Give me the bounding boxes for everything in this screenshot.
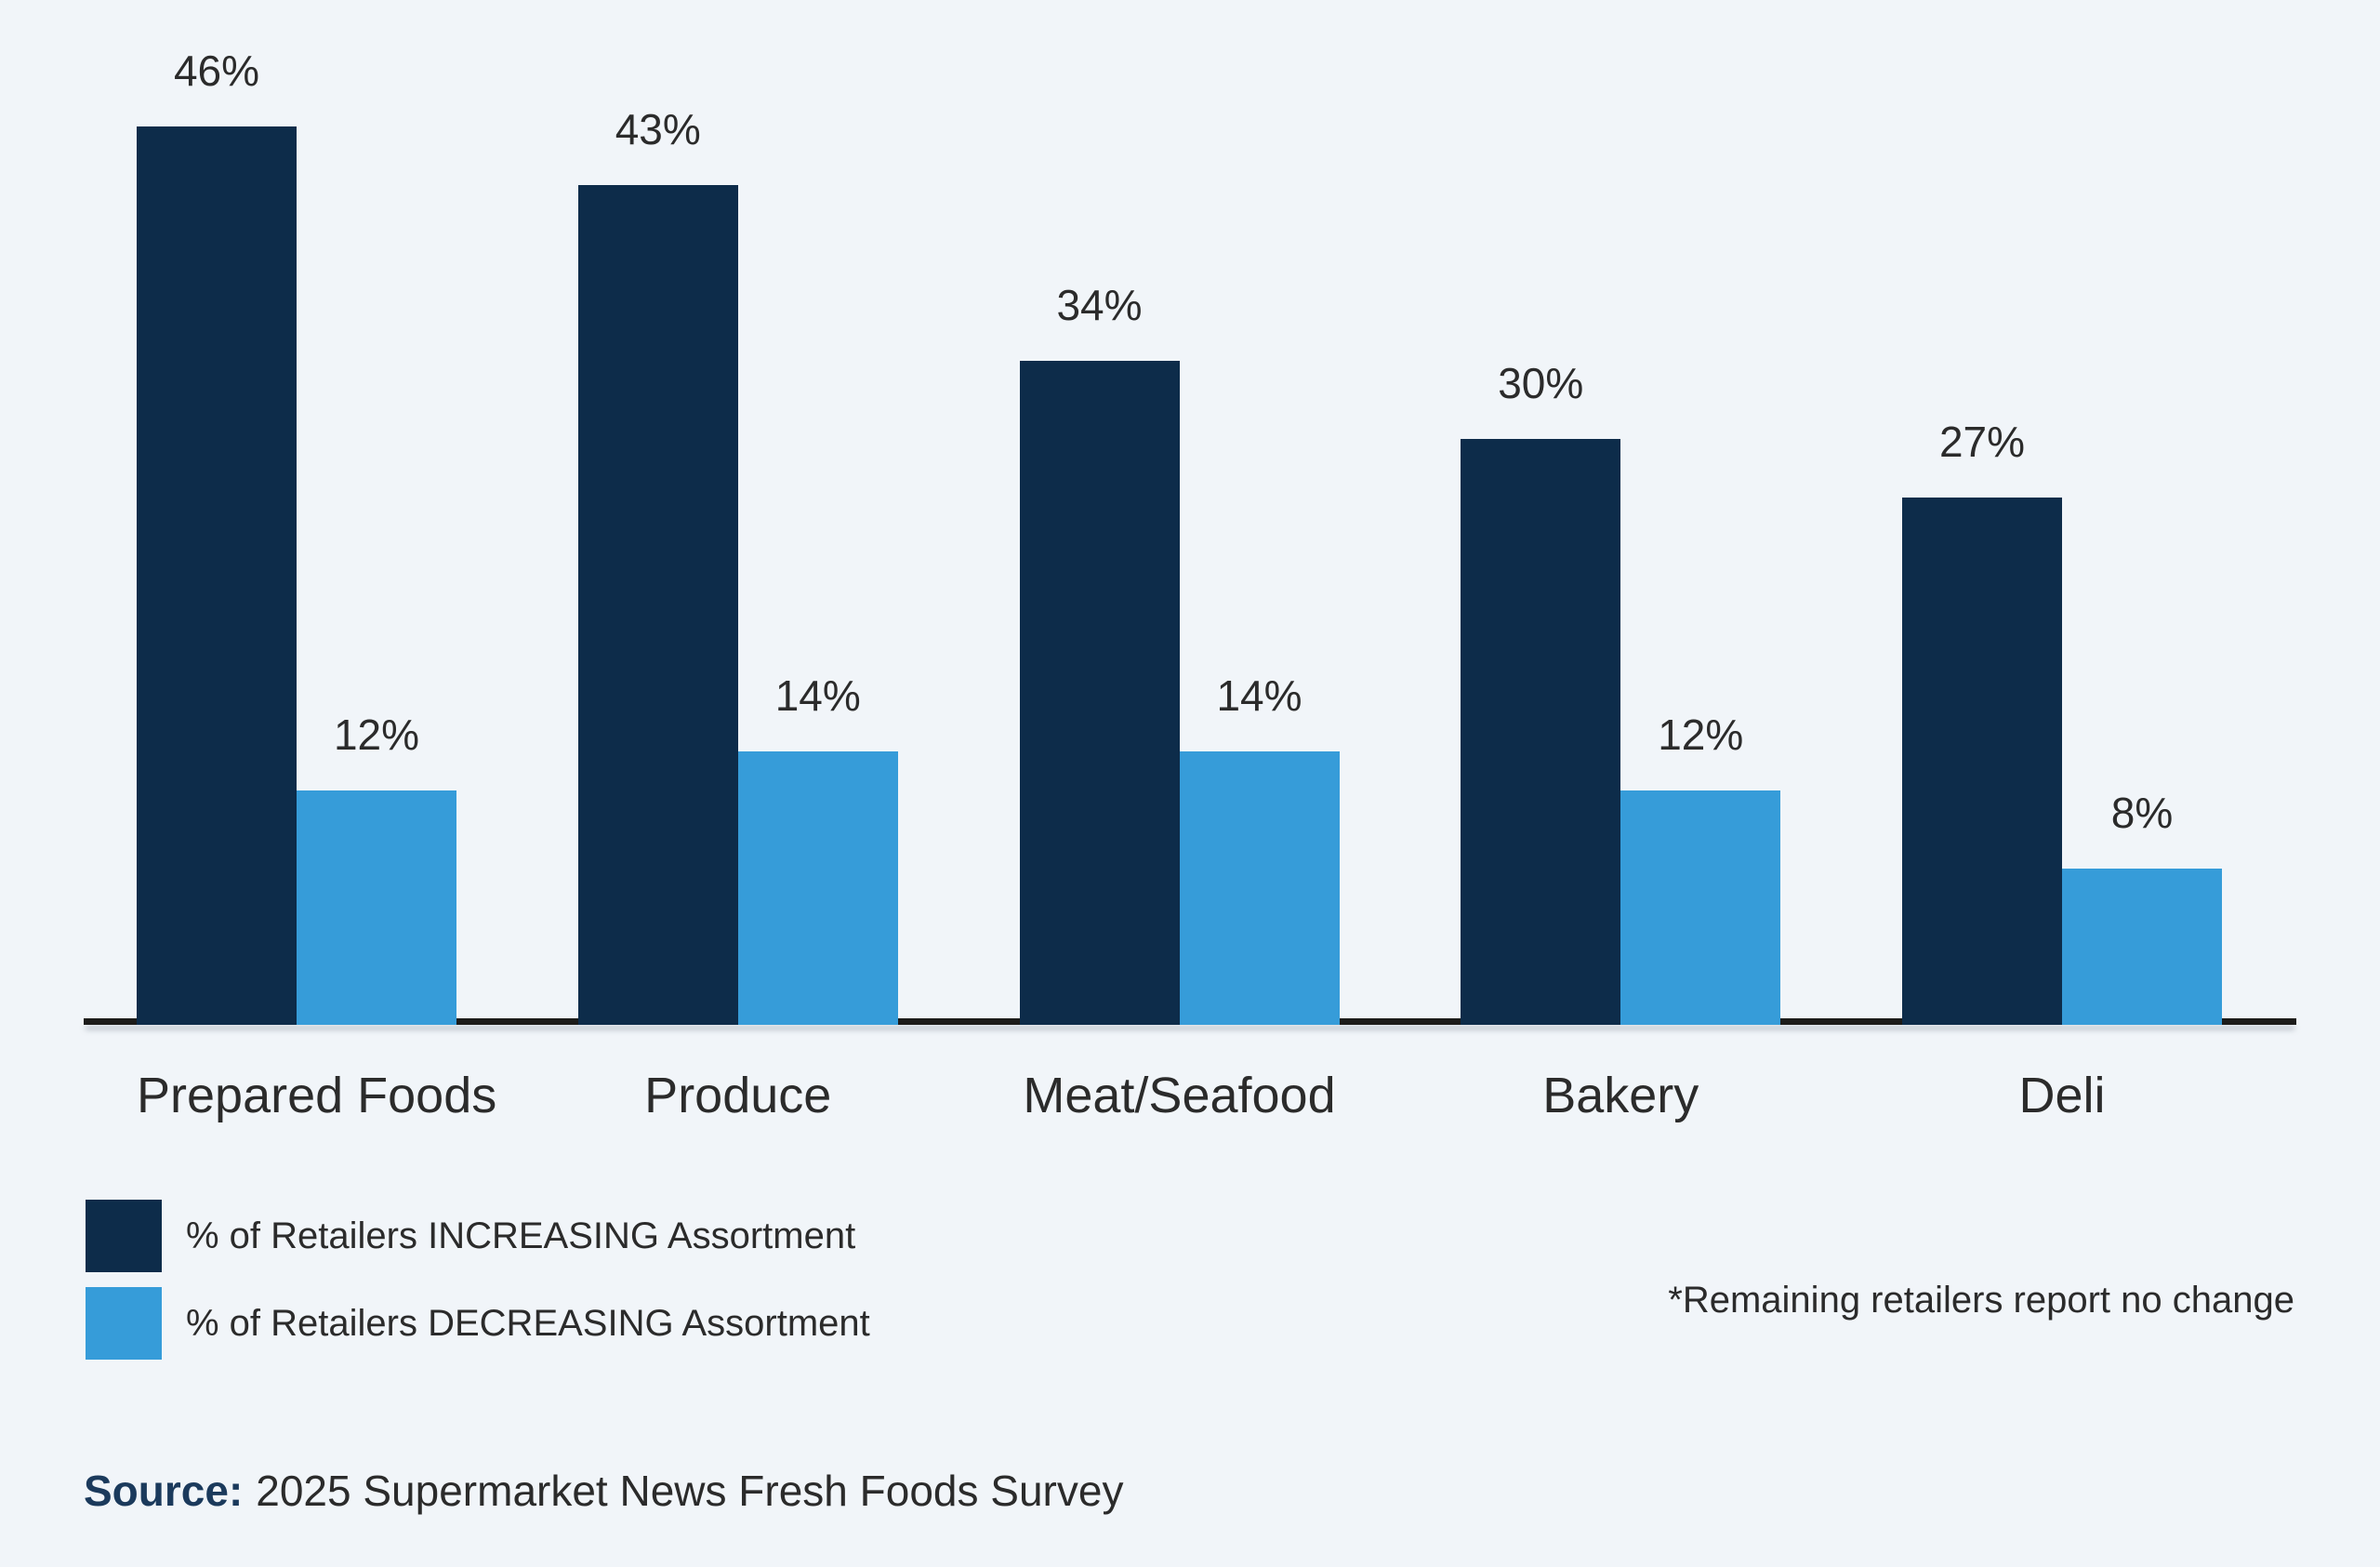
legend-row: % of Retailers INCREASING Assortment bbox=[86, 1200, 870, 1272]
legend-swatch-increasing bbox=[86, 1200, 162, 1272]
decreasing-bar bbox=[1179, 751, 1340, 1025]
bar-group: 34% 14% bbox=[1019, 281, 1340, 1025]
bar-value-label: 34% bbox=[1056, 281, 1143, 330]
legend-label: % of Retailers DECREASING Assortment bbox=[186, 1302, 870, 1344]
bar-value-label: 12% bbox=[1658, 710, 1744, 760]
legend-row: % of Retailers DECREASING Assortment bbox=[86, 1287, 870, 1360]
category-label: Produce bbox=[644, 1068, 832, 1123]
legend-label: % of Retailers INCREASING Assortment bbox=[186, 1215, 856, 1256]
decreasing-bar-column: 14% bbox=[737, 671, 898, 1025]
decreasing-bar bbox=[737, 751, 898, 1025]
increasing-bar bbox=[1902, 498, 2062, 1025]
decreasing-bar-column: 12% bbox=[1620, 710, 1781, 1025]
bar-group: 46% 12% bbox=[137, 47, 456, 1025]
bar-value-label: 14% bbox=[1216, 671, 1302, 721]
category-label: Deli bbox=[2018, 1068, 2106, 1123]
increasing-bar-column: 43% bbox=[577, 105, 738, 1025]
bar-value-label: 27% bbox=[1938, 418, 2026, 467]
decreasing-bar-column: 8% bbox=[2062, 790, 2222, 1025]
increasing-bar-column: 30% bbox=[1461, 359, 1621, 1025]
bar-value-label: 43% bbox=[615, 105, 701, 154]
decreasing-bar bbox=[1620, 790, 1781, 1025]
bar-groups: 46% 12% 43% 14% 34% 14% 30% 12% 27% 8% bbox=[137, 0, 2222, 1025]
bar-chart-plot: 46% 12% 43% 14% 34% 14% 30% 12% 27% 8% Prepared F… bbox=[84, 0, 2296, 1124]
footnote: *Remaining retailers report no change bbox=[1668, 1280, 2294, 1321]
increasing-bar-column: 27% bbox=[1902, 418, 2062, 1025]
bar-value-label: 12% bbox=[333, 710, 420, 760]
bar-value-label: 30% bbox=[1498, 359, 1584, 408]
category-label: Bakery bbox=[1542, 1068, 1699, 1123]
bar-value-label: 8% bbox=[2110, 789, 2174, 838]
bar-value-label: 14% bbox=[774, 671, 861, 721]
bar-value-label: 46% bbox=[173, 46, 260, 96]
category-axis-labels: Prepared Foods Produce Meat/Seafood Bakery D… bbox=[137, 1067, 2222, 1124]
source-text: 2025 Supermarket News Fresh Foods Survey bbox=[256, 1467, 1124, 1515]
increasing-bar-column: 46% bbox=[137, 47, 297, 1025]
category-label: Meat/Seafood bbox=[1023, 1068, 1336, 1123]
category-label: Prepared Foods bbox=[137, 1068, 497, 1123]
increasing-bar-column: 34% bbox=[1019, 281, 1180, 1025]
legend-swatch-decreasing bbox=[86, 1287, 162, 1360]
source-label: Source: bbox=[84, 1467, 244, 1515]
source-line: Source: 2025 Supermarket News Fresh Foods… bbox=[84, 1466, 1123, 1516]
chart-legend: % of Retailers INCREASING Assortment % of… bbox=[86, 1200, 870, 1374]
decreasing-bar-column: 14% bbox=[1179, 671, 1340, 1025]
increasing-bar bbox=[1461, 439, 1621, 1025]
increasing-bar bbox=[1019, 361, 1180, 1025]
decreasing-bar bbox=[2062, 869, 2222, 1025]
bar-group: 43% 14% bbox=[577, 105, 898, 1025]
increasing-bar bbox=[577, 185, 738, 1025]
decreasing-bar bbox=[297, 790, 456, 1025]
increasing-bar bbox=[137, 126, 297, 1025]
decreasing-bar-column: 12% bbox=[297, 711, 456, 1025]
bar-group: 30% 12% bbox=[1461, 359, 1781, 1025]
bar-group: 27% 8% bbox=[1902, 418, 2222, 1025]
